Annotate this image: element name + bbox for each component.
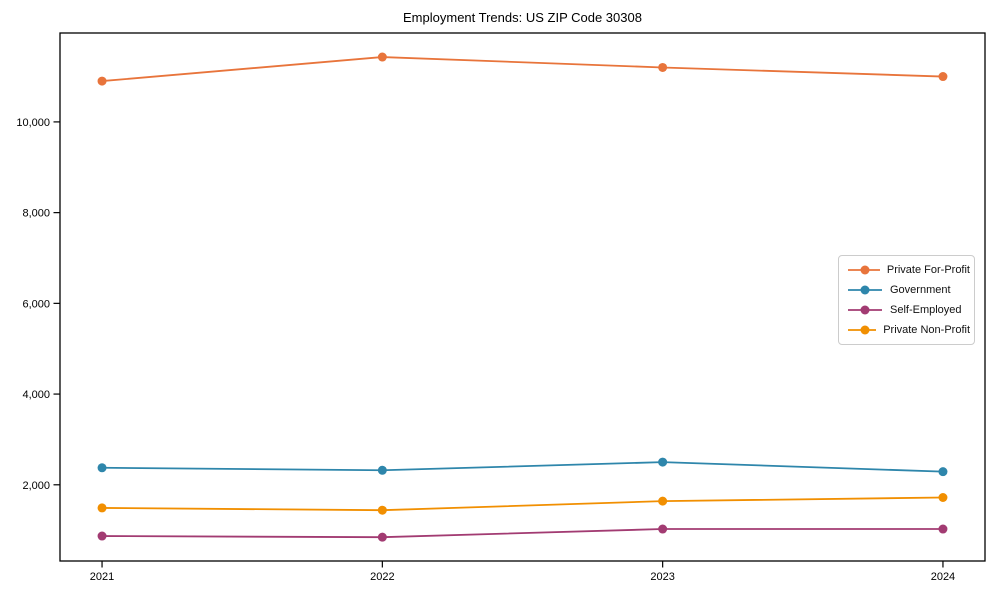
- series-line-private-non-profit: [102, 496, 943, 512]
- legend-item: Private For-Profit: [847, 260, 970, 280]
- chart-title: Employment Trends: US ZIP Code 30308: [403, 10, 642, 25]
- y-tick-label: 10,000: [16, 117, 50, 129]
- series-marker-government: [377, 465, 387, 475]
- series-marker-government: [97, 463, 107, 473]
- legend-item: Government: [847, 280, 970, 300]
- legend-swatch-icon: [848, 285, 882, 295]
- legend-item: Private Non-Profit: [847, 320, 970, 340]
- series-line-self-employed: [102, 528, 943, 539]
- y-tick-label: 4,000: [22, 389, 50, 401]
- x-tick-label: 2021: [90, 571, 114, 583]
- legend-label: Government: [890, 284, 951, 296]
- series-marker-private-for-profit: [658, 62, 668, 72]
- series-marker-private-non-profit: [377, 505, 387, 515]
- series-marker-government: [658, 457, 668, 467]
- series-marker-private-non-profit: [658, 496, 668, 506]
- y-tick-label: 6,000: [22, 298, 50, 310]
- y-tick-label: 8,000: [22, 208, 50, 220]
- series-marker-self-employed: [377, 532, 387, 542]
- x-tick-label: 2023: [650, 571, 674, 583]
- series-marker-private-for-profit: [377, 52, 387, 62]
- legend-label: Self-Employed: [890, 304, 962, 316]
- x-tick-label: 2024: [931, 571, 955, 583]
- series-marker-self-employed: [97, 531, 107, 541]
- legend-swatch-icon: [848, 305, 882, 315]
- x-tick-label: 2022: [370, 571, 394, 583]
- series-marker-government: [938, 467, 948, 477]
- legend-swatch-icon: [848, 265, 880, 275]
- plot-border: [59, 32, 986, 562]
- series-marker-private-non-profit: [938, 492, 948, 502]
- series-line-private-for-profit: [101, 56, 943, 82]
- series-line-government: [102, 461, 943, 473]
- series-marker-self-employed: [938, 524, 948, 534]
- series-marker-private-for-profit: [97, 76, 107, 86]
- y-tick-label: 2,000: [22, 480, 50, 492]
- legend-swatch-icon: [848, 325, 877, 335]
- legend-label: Private Non-Profit: [883, 324, 970, 336]
- legend-item: Self-Employed: [847, 300, 970, 320]
- chart-legend: Private For-Profit Government Self-Employe…: [838, 255, 975, 345]
- series-marker-private-for-profit: [938, 72, 948, 82]
- series-marker-private-non-profit: [97, 503, 107, 513]
- legend-label: Private For-Profit: [886, 264, 970, 276]
- series-marker-self-employed: [658, 524, 668, 534]
